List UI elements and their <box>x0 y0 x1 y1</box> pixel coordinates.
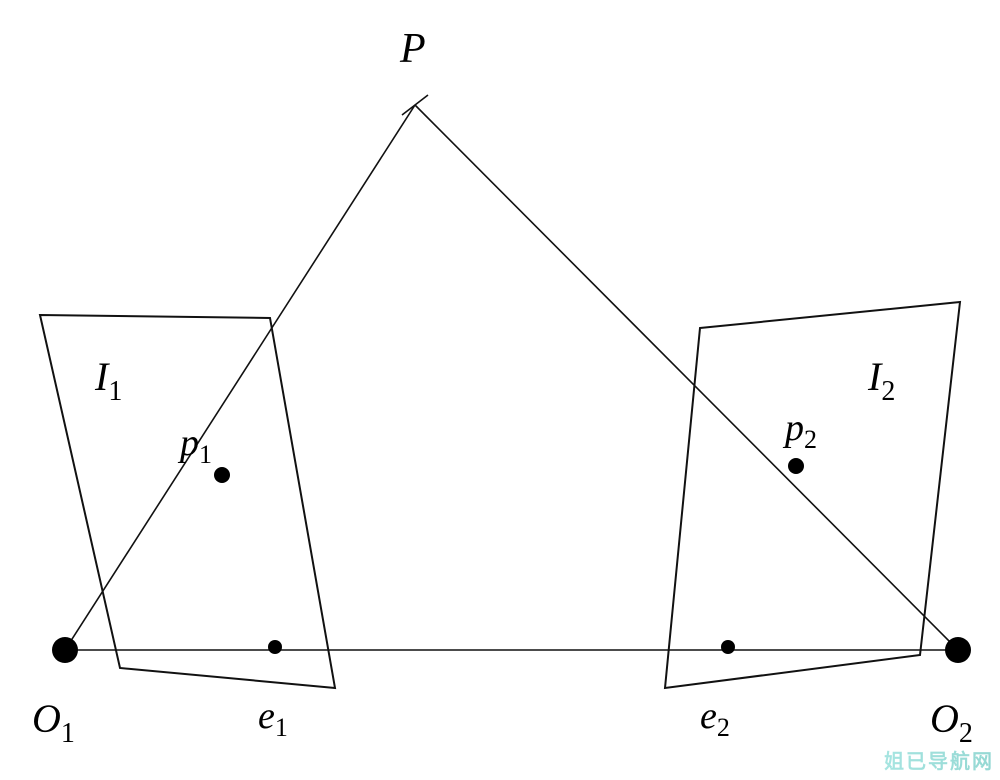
point-p1 <box>214 467 230 483</box>
point-p2 <box>788 458 804 474</box>
point-e1 <box>268 640 282 654</box>
label-P: P <box>399 26 426 72</box>
label-p2: p2 <box>782 407 817 454</box>
label-O2: O2 <box>930 696 973 749</box>
image-plane-2 <box>665 302 960 688</box>
label-O1: O1 <box>32 696 75 749</box>
epipolar-diagram: P I1 I2 p1 p2 e1 e2 O1 O2 <box>0 0 1000 780</box>
label-e1: e1 <box>258 695 288 742</box>
watermark-text: 姐已导航网 <box>884 745 994 774</box>
label-I2: I2 <box>867 354 895 407</box>
image-plane-1 <box>40 315 335 688</box>
point-o2 <box>945 637 971 663</box>
label-I1: I1 <box>94 354 122 407</box>
point-e2 <box>721 640 735 654</box>
label-e2: e2 <box>700 695 730 742</box>
point-o1 <box>52 637 78 663</box>
p-apex-tick <box>402 95 428 115</box>
